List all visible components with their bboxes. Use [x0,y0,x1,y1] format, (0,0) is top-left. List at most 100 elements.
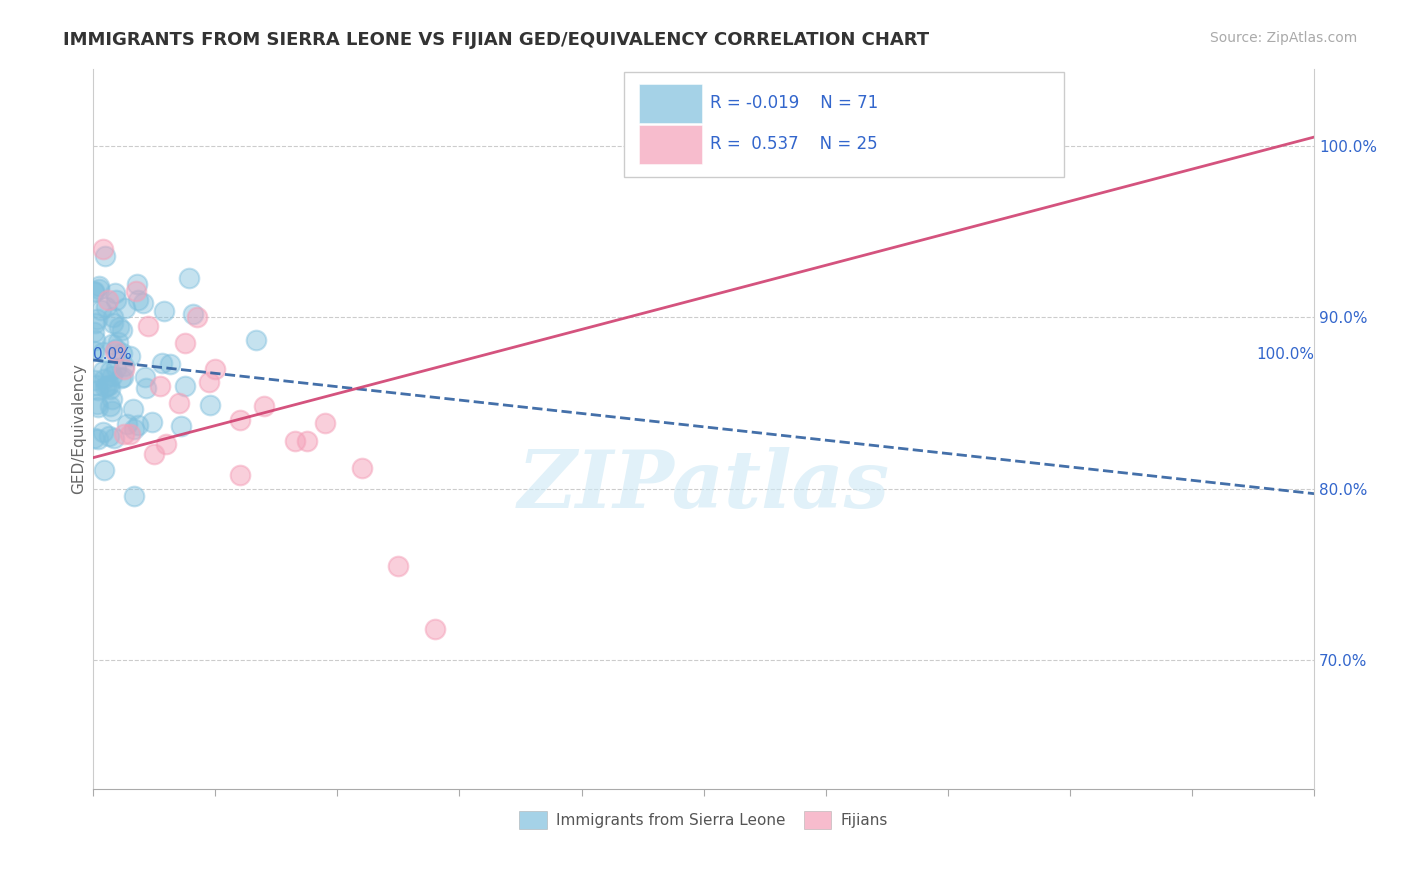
Point [114,301,136,316]
Point [93,380,115,394]
Point [245,334,267,348]
Point [155,437,177,451]
Point [96,379,118,393]
Text: IMMIGRANTS FROM SIERRA LEONE VS FIJIAN GED/EQUIVALENCY CORRELATION CHART: IMMIGRANTS FROM SIERRA LEONE VS FIJIAN G… [63,31,929,49]
Point [107,334,129,349]
Point [141,415,163,429]
Text: R = -0.019    N = 71: R = -0.019 N = 71 [710,94,877,112]
Point [204,361,226,376]
Point [124,489,146,503]
Point [423,622,446,636]
Point [159,357,181,371]
Point [173,335,195,350]
Text: 100.0%: 100.0% [1256,347,1315,362]
Point [86,311,108,326]
Point [94,249,117,263]
Point [150,356,173,370]
Point [110,371,132,385]
Point [84,378,107,392]
Point [253,399,276,413]
Point [101,336,124,351]
Point [134,370,156,384]
Point [295,434,318,448]
Point [125,285,148,299]
Text: Source: ZipAtlas.com: Source: ZipAtlas.com [1209,31,1357,45]
Point [83,285,105,300]
Point [97,429,120,443]
Point [115,417,138,431]
FancyBboxPatch shape [624,72,1064,177]
Point [112,359,135,373]
Point [112,361,135,376]
Point [186,310,208,324]
Point [83,431,105,445]
Y-axis label: GED/Equivalency: GED/Equivalency [72,363,86,494]
Point [90,303,112,318]
Point [91,242,114,256]
Point [112,426,135,441]
Point [97,293,120,307]
Point [127,418,149,433]
Point [179,270,201,285]
Point [132,295,155,310]
Point [83,373,105,387]
Point [108,319,131,334]
Point [98,400,121,414]
Point [101,310,124,325]
Point [89,282,111,296]
Point [104,293,127,307]
Text: R =  0.537    N = 25: R = 0.537 N = 25 [710,135,877,153]
Point [173,378,195,392]
Text: ZIPatlas: ZIPatlas [517,448,890,524]
Point [86,432,108,446]
Point [100,369,122,384]
Point [104,286,127,301]
Point [167,396,190,410]
Point [98,383,121,397]
Point [83,344,105,359]
Point [350,461,373,475]
FancyBboxPatch shape [638,125,703,163]
Point [91,364,114,378]
Point [314,417,336,431]
Point [98,377,121,392]
Point [105,343,128,357]
Point [127,293,149,308]
Point [94,300,117,314]
Point [87,401,110,415]
Point [143,447,166,461]
Point [110,346,132,360]
Point [84,316,107,330]
Point [93,463,115,477]
Point [86,383,108,397]
Point [93,371,115,385]
Point [103,431,125,445]
Point [284,434,307,448]
Point [183,307,205,321]
Point [127,277,149,292]
Point [228,413,250,427]
Point [111,323,134,337]
Point [104,344,127,359]
Point [198,376,221,390]
Point [149,378,172,392]
Point [91,425,114,439]
Point [122,401,145,416]
Point [101,403,124,417]
Point [101,392,124,407]
Point [86,397,108,411]
Point [120,349,142,363]
Point [135,381,157,395]
Legend: Immigrants from Sierra Leone, Fijians: Immigrants from Sierra Leone, Fijians [513,805,894,835]
Point [83,325,105,339]
Point [93,344,115,359]
Point [83,333,105,347]
Text: 0.0%: 0.0% [93,347,132,362]
Point [118,426,141,441]
Point [98,364,121,378]
Point [103,316,125,330]
Point [87,278,110,293]
Point [387,558,409,573]
Point [152,304,174,318]
Point [228,467,250,482]
